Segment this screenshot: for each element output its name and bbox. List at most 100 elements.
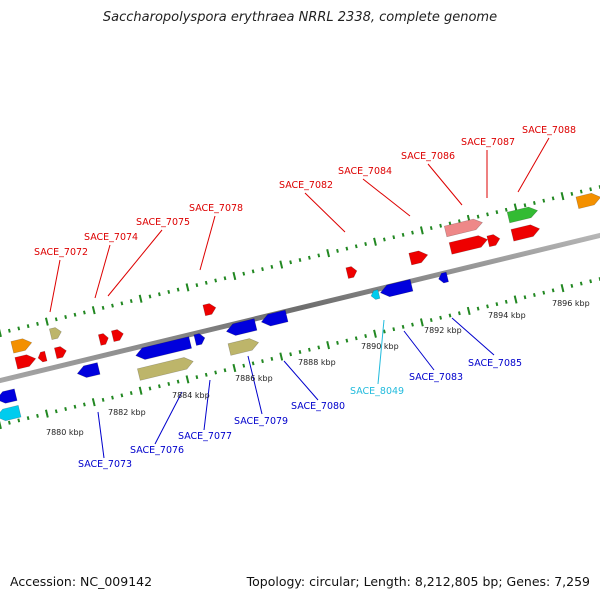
- upper-guide-minor-tick: [495, 210, 499, 215]
- upper-guide-minor-tick: [64, 315, 68, 320]
- gene-red-9[interactable]: [448, 234, 489, 255]
- gene-red-11[interactable]: [510, 223, 541, 242]
- lower-guide-minor-tick: [570, 283, 574, 288]
- lower-guide-minor-tick: [101, 397, 105, 402]
- upper-guide-major-tick: [373, 237, 377, 246]
- upper-guide-minor-tick: [270, 264, 274, 269]
- gene-blue-7[interactable]: [379, 279, 414, 298]
- upper-guide-minor-tick: [589, 187, 593, 192]
- gene-red-6[interactable]: [202, 302, 217, 317]
- upper-guide-minor-tick: [429, 226, 433, 231]
- gene-orange-2[interactable]: [575, 191, 600, 210]
- gene-label-bottom[interactable]: SACE_7079: [234, 416, 288, 427]
- kbp-tick-label: 7880 kbp: [46, 428, 84, 437]
- gene-label-bottom[interactable]: SACE_8049: [350, 386, 404, 397]
- gene-label-bottom[interactable]: SACE_7076: [130, 445, 184, 456]
- upper-guide-minor-tick: [298, 258, 302, 262]
- upper-guide-major-tick: [419, 226, 424, 235]
- gene-label-top[interactable]: SACE_7082: [279, 180, 333, 191]
- upper-guide-major-tick: [185, 283, 190, 292]
- lower-guide-minor-tick: [401, 324, 405, 329]
- lower-guide-minor-tick: [82, 402, 86, 407]
- upper-guide-minor-tick: [382, 237, 386, 242]
- gene-red-7[interactable]: [345, 265, 358, 279]
- upper-guide-minor-tick: [242, 271, 246, 276]
- gene-red-1[interactable]: [14, 353, 37, 370]
- lower-guide-major-tick: [232, 363, 237, 373]
- gene-label-bottom[interactable]: SACE_7083: [409, 372, 463, 383]
- label-leader-line: [154, 391, 183, 445]
- lower-guide-minor-tick: [223, 368, 227, 373]
- gene-tan-1[interactable]: [48, 326, 62, 341]
- upper-guide-minor-tick: [176, 287, 180, 292]
- gene-label-bottom[interactable]: SACE_7077: [178, 431, 232, 442]
- lower-guide-major-tick: [373, 329, 377, 338]
- gene-blue-8[interactable]: [437, 271, 449, 284]
- lower-guide-minor-tick: [64, 407, 68, 412]
- upper-guide-minor-tick: [289, 260, 293, 265]
- gene-label-bottom[interactable]: SACE_7080: [291, 401, 345, 412]
- upper-guide-minor-tick: [542, 198, 546, 203]
- gene-red-2[interactable]: [37, 350, 48, 363]
- gene-cyan-2[interactable]: [370, 289, 381, 301]
- gene-label-top[interactable]: SACE_7078: [189, 203, 243, 214]
- upper-guide-minor-tick: [579, 189, 583, 194]
- upper-guide-minor-tick: [354, 244, 358, 249]
- gene-label-top[interactable]: SACE_7084: [338, 166, 392, 177]
- gene-label-top[interactable]: SACE_7072: [34, 247, 88, 258]
- gene-red-4[interactable]: [97, 333, 109, 346]
- gene-red-10[interactable]: [486, 233, 501, 248]
- upper-guide-minor-tick: [17, 326, 21, 331]
- upper-guide-minor-tick: [7, 328, 11, 333]
- gene-blue-6[interactable]: [260, 309, 289, 328]
- gene-label-top[interactable]: SACE_7088: [522, 125, 576, 136]
- gene-blue-4[interactable]: [193, 332, 206, 346]
- gene-blue-2[interactable]: [76, 362, 101, 380]
- lower-guide-minor-tick: [364, 334, 368, 339]
- gene-label-top[interactable]: SACE_7074: [84, 232, 138, 243]
- gene-tan-3[interactable]: [227, 337, 260, 356]
- gene-label-top[interactable]: SACE_7075: [136, 217, 190, 228]
- gene-red-3[interactable]: [53, 345, 67, 360]
- gene-label-bottom[interactable]: SACE_7085: [468, 358, 522, 369]
- gene-label-top[interactable]: SACE_7086: [401, 151, 455, 162]
- label-leader-line: [199, 215, 216, 271]
- upper-guide-minor-tick: [317, 253, 321, 258]
- gene-blue-3[interactable]: [134, 336, 192, 362]
- lower-guide-minor-tick: [26, 416, 30, 421]
- gene-red-8[interactable]: [408, 249, 429, 266]
- lower-guide-minor-tick: [495, 302, 499, 307]
- lower-guide-minor-tick: [157, 384, 161, 389]
- upper-guide-minor-tick: [26, 324, 30, 329]
- label-leader-line: [517, 137, 550, 193]
- gene-green-1[interactable]: [506, 205, 539, 224]
- label-leader-line: [247, 355, 263, 415]
- upper-guide-minor-tick: [457, 219, 461, 224]
- gene-red-5[interactable]: [110, 328, 124, 343]
- gene-tan-2[interactable]: [137, 356, 194, 381]
- upper-guide-minor-tick: [401, 232, 405, 237]
- lower-guide-minor-tick: [54, 409, 58, 414]
- kbp-tick-label: 7882 kbp: [108, 408, 146, 417]
- gene-label-bottom[interactable]: SACE_7073: [78, 459, 132, 470]
- lower-guide-minor-tick: [579, 281, 583, 286]
- upper-guide-major-tick: [0, 328, 2, 338]
- gene-label-top[interactable]: SACE_7087: [461, 137, 515, 148]
- lower-guide-minor-tick: [476, 306, 480, 311]
- lower-guide-minor-tick: [120, 393, 124, 398]
- upper-guide-major-tick: [279, 260, 284, 269]
- kbp-tick-label: 7884 kbp: [172, 391, 210, 400]
- label-leader-line: [283, 360, 319, 401]
- upper-guide-minor-tick: [364, 242, 368, 247]
- lower-guide-minor-tick: [261, 359, 264, 364]
- upper-guide-minor-tick: [345, 246, 349, 251]
- gene-blue-1[interactable]: [0, 388, 18, 405]
- gene-pink-1[interactable]: [443, 217, 484, 238]
- upper-guide-major-tick: [91, 306, 96, 315]
- upper-guide-minor-tick: [54, 317, 58, 322]
- upper-guide-major-tick: [326, 249, 331, 258]
- gene-orange-1[interactable]: [10, 337, 33, 354]
- gene-cyan-1[interactable]: [0, 404, 22, 422]
- gene-blue-5[interactable]: [225, 318, 258, 338]
